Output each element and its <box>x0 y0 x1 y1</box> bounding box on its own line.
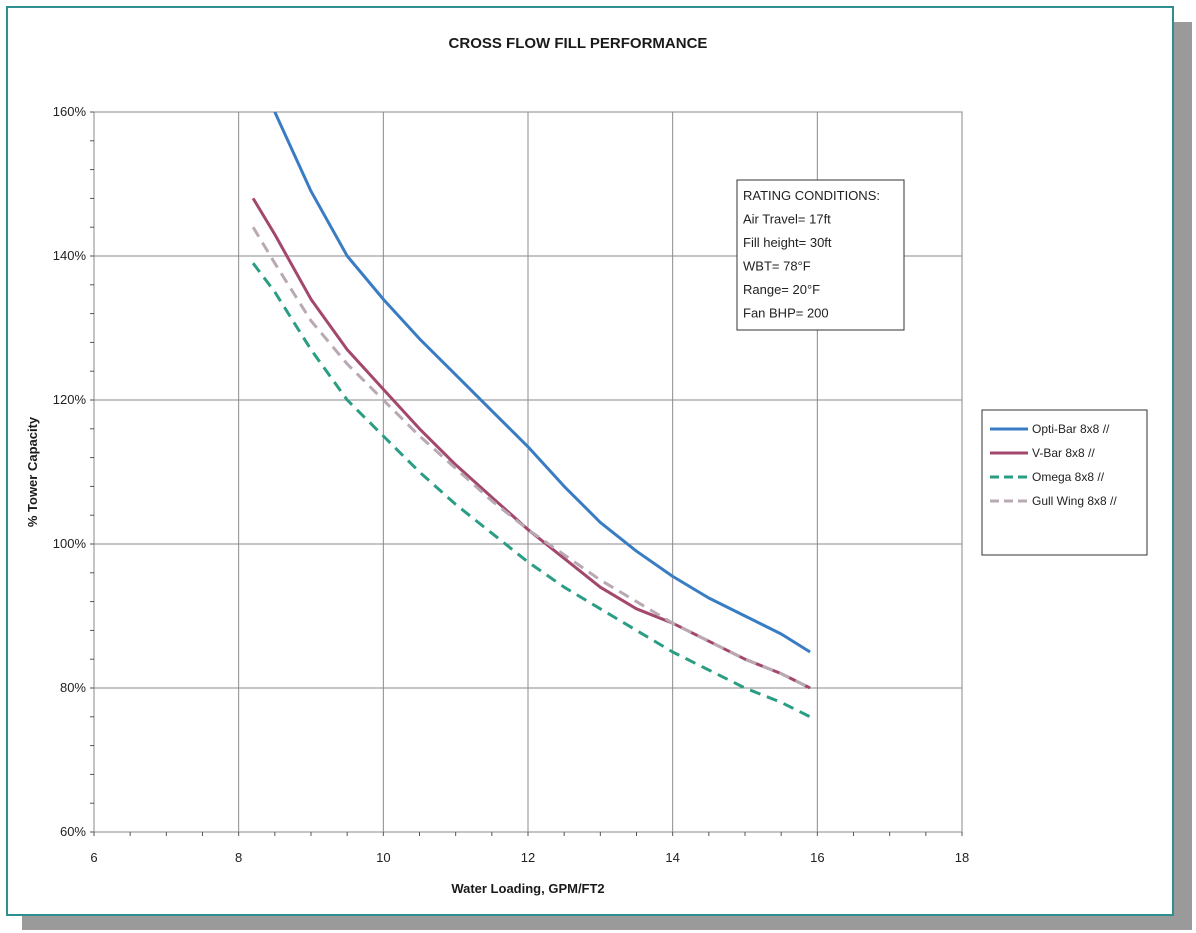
annotation-line: Air Travel= 17ft <box>743 212 831 227</box>
legend-label: Omega 8x8 // <box>1032 470 1105 484</box>
annotation-line: Range= 20°F <box>743 282 820 297</box>
series-line <box>251 197 811 690</box>
y-axis-title: % Tower Capacity <box>25 416 40 527</box>
x-tick-label: 12 <box>521 850 535 865</box>
x-tick-label: 10 <box>376 850 390 865</box>
annotation-line: WBT= 78°F <box>743 259 811 274</box>
annotation-line: RATING CONDITIONS: <box>743 188 880 203</box>
x-tick-label: 14 <box>665 850 679 865</box>
x-tick-label: 16 <box>810 850 824 865</box>
legend: Opti-Bar 8x8 // V-Bar 8x8 // Omega 8x8 // G… <box>981 409 1148 556</box>
y-tick-label: 100% <box>53 536 87 551</box>
chart-title: CROSS FLOW FILL PERFORMANCE <box>449 35 708 52</box>
annotation-box <box>736 179 905 331</box>
series-lines <box>251 111 811 719</box>
legend-label: V-Bar 8x8 // <box>1032 446 1095 460</box>
annotation-line: Fill height= 30ft <box>743 235 832 250</box>
y-tick-label: 160% <box>53 104 87 119</box>
series-line <box>251 226 811 690</box>
legend-box <box>981 409 1148 556</box>
x-tick-label: 8 <box>235 850 242 865</box>
x-tick-label: 18 <box>955 850 969 865</box>
legend-label: Gull Wing 8x8 // <box>1032 494 1117 508</box>
x-tick-label: 6 <box>90 850 97 865</box>
annotation-line: Fan BHP= 200 <box>743 306 829 321</box>
series-line <box>251 262 811 719</box>
chart-frame <box>6 6 1174 916</box>
series-line <box>273 111 811 654</box>
legend-label: Opti-Bar 8x8 // <box>1032 422 1110 436</box>
y-tick-label: 60% <box>60 824 86 839</box>
y-tick-label: 120% <box>53 392 87 407</box>
y-tick-label: 80% <box>60 680 86 695</box>
tick-labels: 6 8 10 12 14 16 18 60% 80% 100% 120% 140% 160% <box>53 104 969 865</box>
rating-conditions-box: RATING CONDITIONS: Air Travel= 17ft Fill h… <box>736 179 905 331</box>
x-axis-title: Water Loading, GPM/FT2 <box>451 881 604 896</box>
y-tick-label: 140% <box>53 248 87 263</box>
